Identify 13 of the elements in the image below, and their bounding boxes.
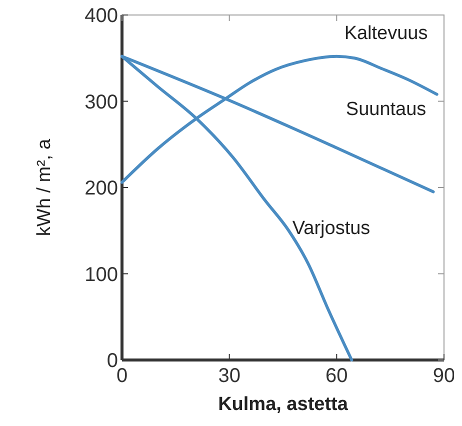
x-tick-label: 30 [218, 365, 240, 387]
y-tick-label: 300 [84, 91, 118, 114]
series-label: Suuntaus [346, 99, 426, 120]
series-label: Varjostus [292, 218, 370, 240]
y-tick-label: 0 [106, 350, 118, 372]
series-label: Kaltevuus [344, 23, 428, 44]
y-tick-label: 400 [84, 5, 118, 27]
x-tick-label: 90 [432, 365, 456, 387]
x-axis-title: Kulma, astetta [218, 394, 348, 415]
y-axis-title: kWh / m², a [34, 138, 55, 236]
x-tick-label: 60 [326, 365, 348, 387]
y-tick-label: 100 [84, 264, 118, 286]
y-tick-label: 200 [84, 178, 118, 200]
